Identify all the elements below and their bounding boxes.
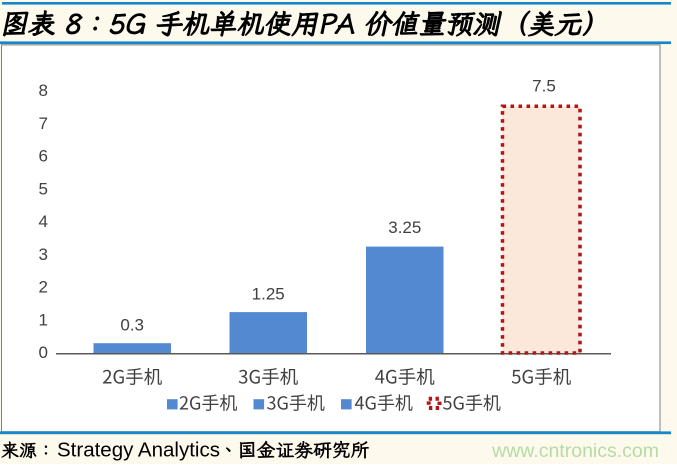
svg-text:7.5: 7.5	[532, 77, 556, 96]
svg-text:1.25: 1.25	[252, 285, 285, 304]
svg-text:3.25: 3.25	[388, 218, 421, 237]
svg-text:4: 4	[39, 212, 48, 231]
svg-text:3: 3	[39, 245, 48, 264]
svg-text:1: 1	[39, 310, 48, 329]
svg-text:8: 8	[39, 81, 48, 100]
svg-text:0.3: 0.3	[120, 315, 144, 334]
svg-text:www.cntronics.com: www.cntronics.com	[491, 440, 659, 462]
svg-text:2: 2	[39, 278, 48, 297]
svg-text:5: 5	[39, 179, 48, 198]
svg-text:Strategy Analytics: Strategy Analytics	[57, 439, 220, 462]
svg-text:0: 0	[39, 343, 48, 362]
svg-text:6: 6	[39, 147, 48, 166]
svg-text:7: 7	[39, 114, 48, 133]
